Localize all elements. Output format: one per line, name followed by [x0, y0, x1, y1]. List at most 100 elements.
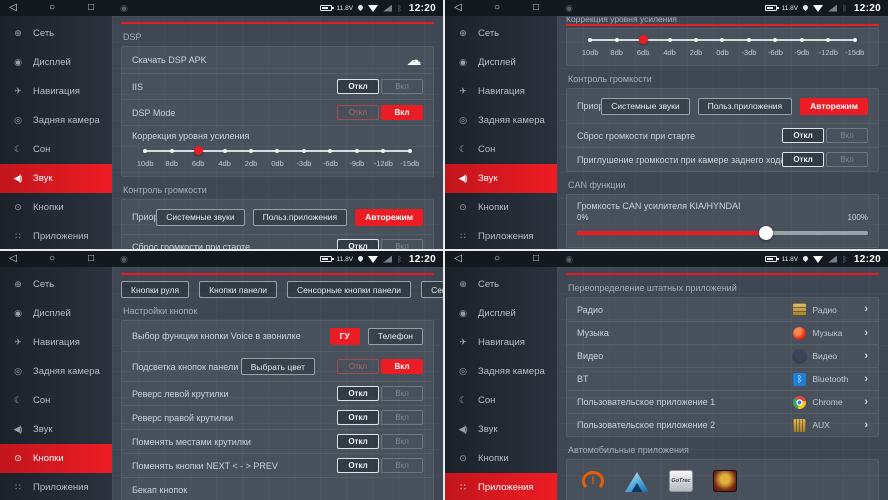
toggle-off-option[interactable]: Откл	[782, 128, 824, 143]
toggle-off-option[interactable]: Откл	[337, 105, 379, 120]
gain-tick[interactable]: -6db	[317, 144, 343, 172]
sidebar-item[interactable]: ◀) Звук	[0, 164, 112, 193]
tab-panel-buttons[interactable]: Кнопки панели	[199, 281, 278, 298]
gain-tick[interactable]: 6db	[185, 144, 211, 172]
gain-tick[interactable]: 0db	[264, 144, 290, 172]
sidebar-item[interactable]: ∷ Приложения	[445, 222, 557, 249]
priority-user-apps-button[interactable]: Польз.приложения	[252, 208, 348, 226]
recents-button[interactable]: □	[87, 2, 95, 13]
gain-tick[interactable]: 6db	[630, 33, 656, 61]
gain-tick[interactable]: -15db	[842, 33, 868, 61]
gain-tick[interactable]: -9db	[789, 33, 815, 61]
priority-auto-mode-button[interactable]: Авторежим	[800, 97, 868, 115]
app-shortcut-icon[interactable]: ◉	[565, 254, 573, 264]
sidebar-item[interactable]: ◀) Звук	[445, 415, 557, 444]
priority-auto-mode-button[interactable]: Авторежим	[355, 208, 423, 226]
gain-tick[interactable]: 10db	[132, 144, 158, 172]
sidebar-item[interactable]: ◀) Звук	[445, 164, 557, 193]
sidebar-item[interactable]: ◉ Дисплей	[445, 299, 557, 328]
priority-system-sounds-button[interactable]: Системные звуки	[601, 97, 690, 115]
gain-slider[interactable]: 10db 8db	[577, 33, 868, 61]
toggle-on-option[interactable]: Вкл	[381, 434, 423, 449]
voice-headunit-button[interactable]: ГУ	[329, 327, 360, 345]
pick-color-button[interactable]: Выбрать цвет	[240, 358, 315, 375]
sidebar-item[interactable]: ∷ Приложения	[0, 222, 112, 249]
voice-phone-button[interactable]: Телефон	[367, 327, 423, 345]
sidebar-item[interactable]: ◎ Задняя камера	[0, 357, 112, 386]
sidebar-item[interactable]: ⊙ Кнопки	[445, 444, 557, 473]
sidebar-item[interactable]: ◉ Дисплей	[0, 48, 112, 77]
gain-tick[interactable]: 0db	[709, 33, 735, 61]
sidebar-item[interactable]: ✈ Навигация	[445, 328, 557, 357]
gain-tick[interactable]: 10db	[577, 33, 603, 61]
sidebar-item[interactable]: ⊙ Кнопки	[0, 193, 112, 222]
app-shortcut-icon[interactable]: ◉	[120, 254, 128, 264]
sidebar-item[interactable]: ◎ Задняя камера	[445, 357, 557, 386]
sidebar-item[interactable]: ✈ Навигация	[445, 77, 557, 106]
swap-next-prev-toggle[interactable]: Откл Вкл	[337, 458, 423, 473]
toggle-on-option[interactable]: Вкл	[381, 410, 423, 425]
home-button[interactable]: ○	[493, 2, 501, 13]
sidebar-item[interactable]: ☾ Сон	[445, 135, 557, 164]
back-button[interactable]: ◁	[9, 2, 17, 13]
gain-tick[interactable]: -15db	[397, 144, 423, 172]
sidebar-item[interactable]: ✈ Навигация	[0, 77, 112, 106]
gain-tick[interactable]: -3db	[736, 33, 762, 61]
toggle-on-option[interactable]: Вкл	[826, 128, 868, 143]
sidebar-item[interactable]: ◎ Задняя камера	[445, 106, 557, 135]
user-app-1-row[interactable]: Пользовательское приложение 1 Chrome ›	[567, 390, 878, 413]
obd-diagnostics-app-icon[interactable]	[713, 470, 737, 492]
gain-tick[interactable]: -12db	[370, 144, 396, 172]
sidebar-item[interactable]: ⊕ Сеть	[0, 270, 112, 299]
bt-app-row[interactable]: BT ᛒ Bluetooth ›	[567, 367, 878, 390]
sidebar-item[interactable]: ⊙ Кнопки	[445, 193, 557, 222]
gain-tick[interactable]: -3db	[291, 144, 317, 172]
reverse-left-knob-toggle[interactable]: Откл Вкл	[337, 386, 423, 401]
toggle-off-option[interactable]: Откл	[782, 152, 824, 167]
toggle-on-option[interactable]: Вкл	[381, 239, 423, 249]
toggle-off-option[interactable]: Откл	[337, 386, 379, 401]
gain-tick[interactable]: -12db	[815, 33, 841, 61]
back-button[interactable]: ◁	[454, 2, 462, 13]
video-app-row[interactable]: Видео Видео ›	[567, 344, 878, 367]
gain-tick[interactable]: -6db	[762, 33, 788, 61]
sidebar-item[interactable]: ∷ Приложения	[445, 473, 557, 500]
tab-tv-sensor[interactable]: Сенсор ТВ (IO)	[421, 281, 443, 298]
download-dsp-row[interactable]: Скачать DSP APK ☁ ↓	[132, 51, 422, 69]
sidebar-item[interactable]: ⊕ Сеть	[0, 19, 112, 48]
sidebar-item[interactable]: ⊕ Сеть	[445, 19, 557, 48]
sidebar-item[interactable]: ☾ Сон	[445, 386, 557, 415]
iis-toggle[interactable]: Откл Вкл	[337, 79, 423, 94]
toggle-off-option[interactable]: Откл	[337, 359, 379, 374]
gotrec-app-icon[interactable]: GoTrec	[669, 470, 693, 492]
buttons-backup-row[interactable]: Бекап кнопок	[122, 477, 433, 500]
gain-tick[interactable]: 2db	[683, 33, 709, 61]
cloud-download-icon[interactable]: ☁ ↓	[406, 51, 422, 69]
sidebar-item[interactable]: ◎ Задняя камера	[0, 106, 112, 135]
sidebar-item[interactable]: ☾ Сон	[0, 135, 112, 164]
dsp-mode-toggle[interactable]: Откл Вкл	[337, 105, 423, 120]
reset-volume-toggle[interactable]: Откл Вкл	[782, 128, 868, 143]
swap-knobs-toggle[interactable]: Откл Вкл	[337, 434, 423, 449]
priority-user-apps-button[interactable]: Польз.приложения	[697, 97, 793, 115]
reset-volume-toggle[interactable]: Откл Вкл	[337, 239, 423, 249]
toggle-on-option[interactable]: Вкл	[381, 359, 423, 374]
gain-tick[interactable]: 8db	[158, 144, 184, 172]
user-app-2-row[interactable]: Пользовательское приложение 2 AUX ›	[567, 413, 878, 436]
backlight-toggle[interactable]: Откл Вкл	[337, 359, 423, 374]
sidebar-item[interactable]: ✈ Навигация	[0, 328, 112, 357]
mute-on-rear-camera-toggle[interactable]: Откл Вкл	[782, 152, 868, 167]
gain-tick[interactable]: 4db	[656, 33, 682, 61]
music-app-row[interactable]: Музыка Музыка ›	[567, 321, 878, 344]
toggle-off-option[interactable]: Откл	[337, 239, 379, 249]
sidebar-item[interactable]: ◉ Дисплей	[445, 48, 557, 77]
sidebar-item[interactable]: ◀) Звук	[0, 415, 112, 444]
tab-touch-panel-buttons[interactable]: Сенсорные кнопки панели	[287, 281, 412, 298]
slider-thumb[interactable]	[759, 226, 774, 240]
sidebar-item[interactable]: ∷ Приложения	[0, 473, 112, 500]
toggle-on-option[interactable]: Вкл	[381, 79, 423, 94]
gain-tick[interactable]: 8db	[603, 33, 629, 61]
toggle-on-option[interactable]: Вкл	[381, 458, 423, 473]
sidebar-item[interactable]: ☾ Сон	[0, 386, 112, 415]
priority-system-sounds-button[interactable]: Системные звуки	[156, 208, 245, 226]
